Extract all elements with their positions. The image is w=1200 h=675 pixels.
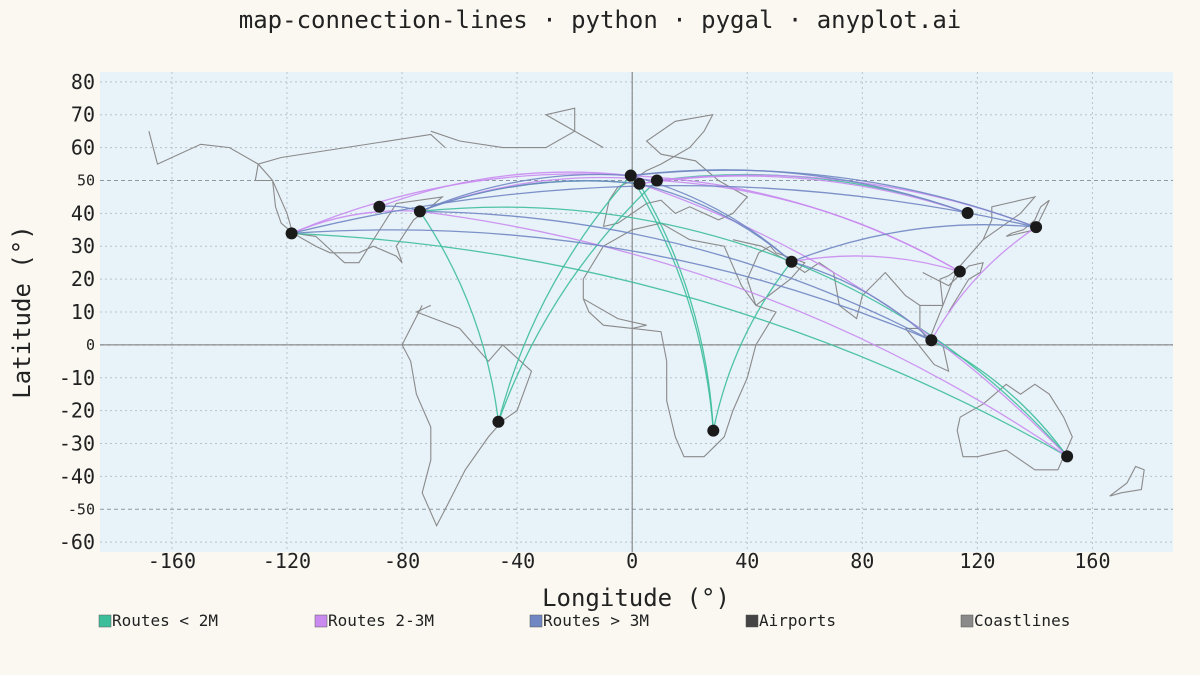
route-high: [791, 224, 1037, 263]
route-mid: [656, 179, 961, 273]
x-tick-label: -40: [499, 549, 535, 573]
legend-swatch: [960, 614, 974, 628]
legend: Routes < 2M Routes 2-3M Routes > 3M Airport…: [98, 611, 1070, 630]
route-mid: [419, 210, 1068, 457]
coastline: [746, 245, 806, 306]
route-mid: [291, 173, 631, 234]
x-tick-label: -160: [148, 549, 196, 573]
legend-swatch: [745, 614, 759, 628]
x-tick-label: 160: [1074, 549, 1110, 573]
route-mid: [639, 175, 968, 214]
y-tick-label: 80: [71, 70, 95, 94]
y-tick-labels: 80 70 60 50 40 30 20 10 0 -10 -20 -30 -40 -50 -60: [59, 70, 95, 554]
y-tick-label: -20: [59, 399, 95, 423]
x-tick-label: 0: [626, 549, 638, 573]
airport-marker: [650, 174, 663, 187]
airport-marker: [285, 227, 298, 240]
route-mid: [379, 171, 631, 208]
coastline: [148, 131, 446, 264]
coastline: [401, 304, 533, 527]
legend-swatch: [529, 614, 543, 628]
legend-label: Routes 2-3M: [328, 611, 434, 630]
airport-marker: [707, 424, 720, 437]
airport-marker: [633, 177, 646, 190]
route-high: [630, 169, 1037, 228]
chart-title: map-connection-lines · python · pygal · …: [239, 6, 961, 34]
route-mid: [930, 226, 1037, 341]
legend-item: Routes 2-3M: [314, 611, 434, 630]
y-tick-label: 70: [71, 103, 95, 127]
route-high: [639, 183, 793, 263]
airport-marker: [1061, 450, 1074, 463]
legend-item: Routes > 3M: [529, 611, 649, 630]
route-high: [791, 261, 932, 341]
y-tick-label: 60: [71, 136, 95, 160]
x-tick-label: 40: [735, 549, 759, 573]
y-tick-label: -60: [59, 530, 95, 554]
airports-layer: [285, 169, 1074, 463]
coastline: [602, 113, 749, 228]
airport-marker: [1030, 221, 1043, 234]
route-low: [497, 175, 632, 422]
coastline: [1109, 465, 1145, 497]
legend-item: Airports: [745, 611, 836, 630]
legend-label: Airports: [759, 611, 836, 630]
y-axis-label: Latitude (°): [8, 225, 36, 398]
airport-marker: [492, 415, 505, 428]
legend-swatch: [314, 614, 328, 628]
coastline: [430, 107, 604, 149]
legend-swatch: [98, 614, 112, 628]
coastlines-layer: [148, 107, 1145, 527]
x-tick-label: 120: [959, 549, 995, 573]
route-low: [419, 206, 792, 263]
y-tick-label: -40: [59, 464, 95, 488]
y-tick-label: -10: [59, 366, 95, 390]
legend-item: Routes < 2M: [98, 611, 218, 630]
legend-item: Coastlines: [960, 611, 1070, 630]
y-tick-label: 20: [71, 267, 95, 291]
coastline: [922, 261, 984, 313]
airport-marker: [925, 334, 938, 347]
y-tick-label: 10: [71, 300, 95, 324]
route-low: [712, 261, 793, 431]
route-low: [497, 180, 658, 423]
route-low: [291, 232, 1068, 457]
y-tick-label: -50: [68, 500, 95, 518]
route-mid: [791, 255, 960, 273]
x-axis-label: Longitude (°): [542, 584, 730, 612]
legend-label: Routes > 3M: [543, 611, 649, 630]
y-tick-label: 40: [71, 201, 95, 225]
y-tick-label: -30: [59, 432, 95, 456]
coastline: [582, 222, 777, 458]
legend-label: Routes < 2M: [112, 611, 218, 630]
x-tick-label: -80: [384, 549, 420, 573]
y-tick-label: 0: [86, 336, 95, 354]
airport-marker: [785, 255, 798, 268]
x-tick-label: -120: [263, 549, 311, 573]
route-low: [419, 211, 500, 422]
airport-marker: [624, 169, 637, 182]
airport-marker: [961, 207, 974, 220]
y-tick-label: 50: [77, 171, 95, 189]
routes-layer: [291, 169, 1068, 457]
x-tick-labels: -160 -120 -80 -40 0 40 80 120 160: [148, 549, 1111, 573]
airport-marker: [953, 265, 966, 278]
airport-marker: [413, 205, 426, 218]
route-low: [791, 261, 1068, 457]
route-low: [630, 175, 714, 431]
x-tick-label: 80: [850, 549, 874, 573]
route-low: [638, 183, 714, 431]
zero-axes: [100, 72, 1173, 552]
route-high: [419, 210, 932, 341]
route-high: [419, 173, 631, 212]
route-high: [291, 229, 932, 341]
legend-label: Coastlines: [974, 611, 1070, 630]
coastline: [583, 298, 647, 329]
y-tick-label: 30: [71, 234, 95, 258]
airport-marker: [373, 200, 386, 213]
